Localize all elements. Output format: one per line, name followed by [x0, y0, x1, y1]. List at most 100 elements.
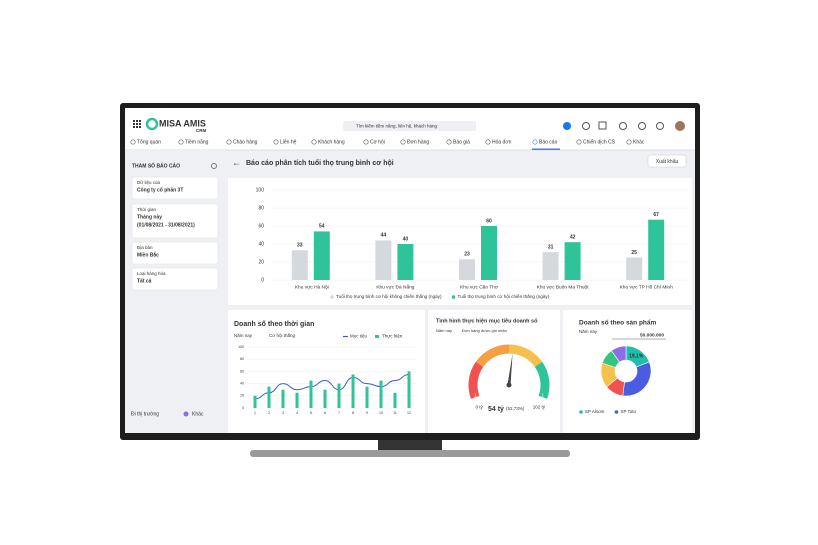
- data-label: 60: [486, 218, 492, 224]
- legend-label: Tuổi thọ trung bình cơ hội chiến thắng (…: [458, 293, 550, 299]
- bar: [379, 380, 383, 408]
- y-tick-label: 20: [240, 394, 244, 398]
- data-label: 42: [570, 235, 576, 241]
- stand-base: [250, 450, 570, 457]
- toolbar-icons[interactable]: [563, 121, 685, 131]
- dropdown[interactable]: Đơn hàng được ghi nhận: [462, 328, 507, 333]
- settings-icon[interactable]: [211, 163, 217, 169]
- y-tick-label: 0: [261, 277, 264, 283]
- data-label: 23: [464, 252, 470, 258]
- bar: [323, 389, 327, 408]
- dot: [183, 411, 189, 417]
- gauge-segment: [475, 344, 510, 368]
- nav-icon: [485, 139, 491, 145]
- dropdown[interactable]: Năm nay: [579, 329, 598, 334]
- x-tick-label: Khu vực Buôn Ma Thuột: [537, 284, 590, 290]
- x-tick-label: 8: [352, 411, 354, 415]
- gauge-hub: [506, 382, 512, 388]
- app-grid-icon[interactable]: [133, 120, 141, 128]
- filter-label: Loại hàng hóa: [137, 271, 166, 276]
- x-tick-label: 10: [379, 411, 383, 415]
- chart-title: Doanh số theo sản phẩm: [579, 319, 657, 327]
- search-box[interactable]: [343, 121, 476, 131]
- total-label: 50.000.000: [640, 332, 664, 338]
- legend-swatch: [330, 295, 334, 299]
- y-tick-label: 60: [258, 223, 264, 229]
- filter-value: Tất cả: [137, 277, 152, 284]
- filter-value: Công ty cổ phần 3T: [137, 186, 183, 193]
- nav-item[interactable]: Chào hàng: [233, 139, 258, 145]
- filter-card[interactable]: [131, 241, 219, 265]
- y-tick-label: 80: [258, 205, 264, 211]
- x-tick-label: 6: [324, 411, 326, 415]
- nav-icon: [311, 139, 317, 145]
- donut-slice: [611, 345, 627, 363]
- gauge-segment: [534, 361, 550, 399]
- x-tick-label: 7: [338, 411, 340, 415]
- gauge-percent: (52,73%): [506, 406, 525, 411]
- nav-item[interactable]: Tổng quan: [137, 138, 161, 145]
- filter-label: Dữ liệu của: [137, 179, 161, 185]
- nav-item[interactable]: Khác: [633, 139, 645, 145]
- nav-item[interactable]: Tiềm năng: [185, 139, 209, 145]
- legend-swatch: [375, 335, 380, 338]
- nav-active: [532, 148, 560, 150]
- bar: [253, 395, 257, 408]
- x-tick-label: 2: [268, 411, 270, 415]
- data-label: 33: [297, 243, 303, 249]
- nav-item[interactable]: Liên hệ: [280, 139, 297, 145]
- nav-icon: [178, 139, 184, 145]
- sidebar-footer[interactable]: Đi thị trường: [131, 411, 159, 417]
- nav-icon: [446, 139, 452, 145]
- back-arrow[interactable]: ←: [232, 157, 241, 167]
- dropdown[interactable]: Năm nay: [436, 328, 452, 333]
- nav-item[interactable]: Đơn hàng: [407, 139, 429, 145]
- y-tick-label: 80: [240, 357, 244, 361]
- data-label: 19,1%: [629, 353, 644, 359]
- data-label: 40: [403, 236, 409, 242]
- x-tick-label: Khu vực TP Hồ Chí Minh: [620, 284, 673, 290]
- nav-item[interactable]: Cơ hội: [370, 139, 385, 145]
- dropdown[interactable]: Năm nay: [234, 333, 253, 338]
- bar: [393, 392, 397, 408]
- y-tick-label: 40: [240, 382, 244, 386]
- filter-card[interactable]: [131, 203, 219, 239]
- gauge-segment: [508, 344, 543, 368]
- product: CRM: [196, 128, 206, 133]
- chart-title: Doanh số theo thời gian: [234, 320, 314, 328]
- nav-icon: [363, 139, 369, 145]
- nav-icon: [626, 139, 632, 145]
- legend-swatch: [614, 410, 619, 414]
- nav-icon: [400, 139, 406, 145]
- data-label: 44: [381, 233, 387, 239]
- nav-item[interactable]: Khách hàng: [318, 139, 345, 145]
- x-tick-label: 5: [310, 411, 312, 415]
- logo: [145, 117, 159, 131]
- bar: [351, 374, 355, 408]
- line: [254, 373, 410, 400]
- bar: [564, 242, 581, 280]
- nav-item[interactable]: Báo giá: [453, 139, 470, 145]
- nav-item[interactable]: Báo cáo: [539, 139, 558, 145]
- chart-title: Tình hình thực hiện mục tiêu doanh số: [436, 317, 538, 324]
- search-placeholder: Tìm kiếm tiềm năng, liên hệ, khách hàng: [356, 124, 438, 129]
- gauge-tick-label: 102 tỷ: [533, 404, 546, 410]
- legend-label: SP Alsom: [585, 409, 605, 414]
- filter-card[interactable]: [131, 176, 219, 200]
- filter-card[interactable]: [131, 267, 219, 291]
- nav-item[interactable]: Chiến dịch CS: [583, 139, 616, 145]
- bar: [459, 259, 475, 280]
- export-button[interactable]: [647, 154, 687, 168]
- dropdown[interactable]: Cơ hội thắng: [269, 332, 295, 338]
- bar: [648, 219, 665, 280]
- bar: [365, 386, 369, 408]
- sidebar-footer[interactable]: Khác: [192, 411, 204, 417]
- legend-label: Mục tiêu: [350, 334, 368, 339]
- nav-icon: [226, 139, 232, 145]
- nav-item[interactable]: Hóa đơn: [492, 139, 512, 145]
- data-label: 25: [631, 250, 637, 256]
- gauge-segment: [468, 361, 484, 399]
- bar: [295, 392, 299, 408]
- legend-swatch: [451, 295, 456, 299]
